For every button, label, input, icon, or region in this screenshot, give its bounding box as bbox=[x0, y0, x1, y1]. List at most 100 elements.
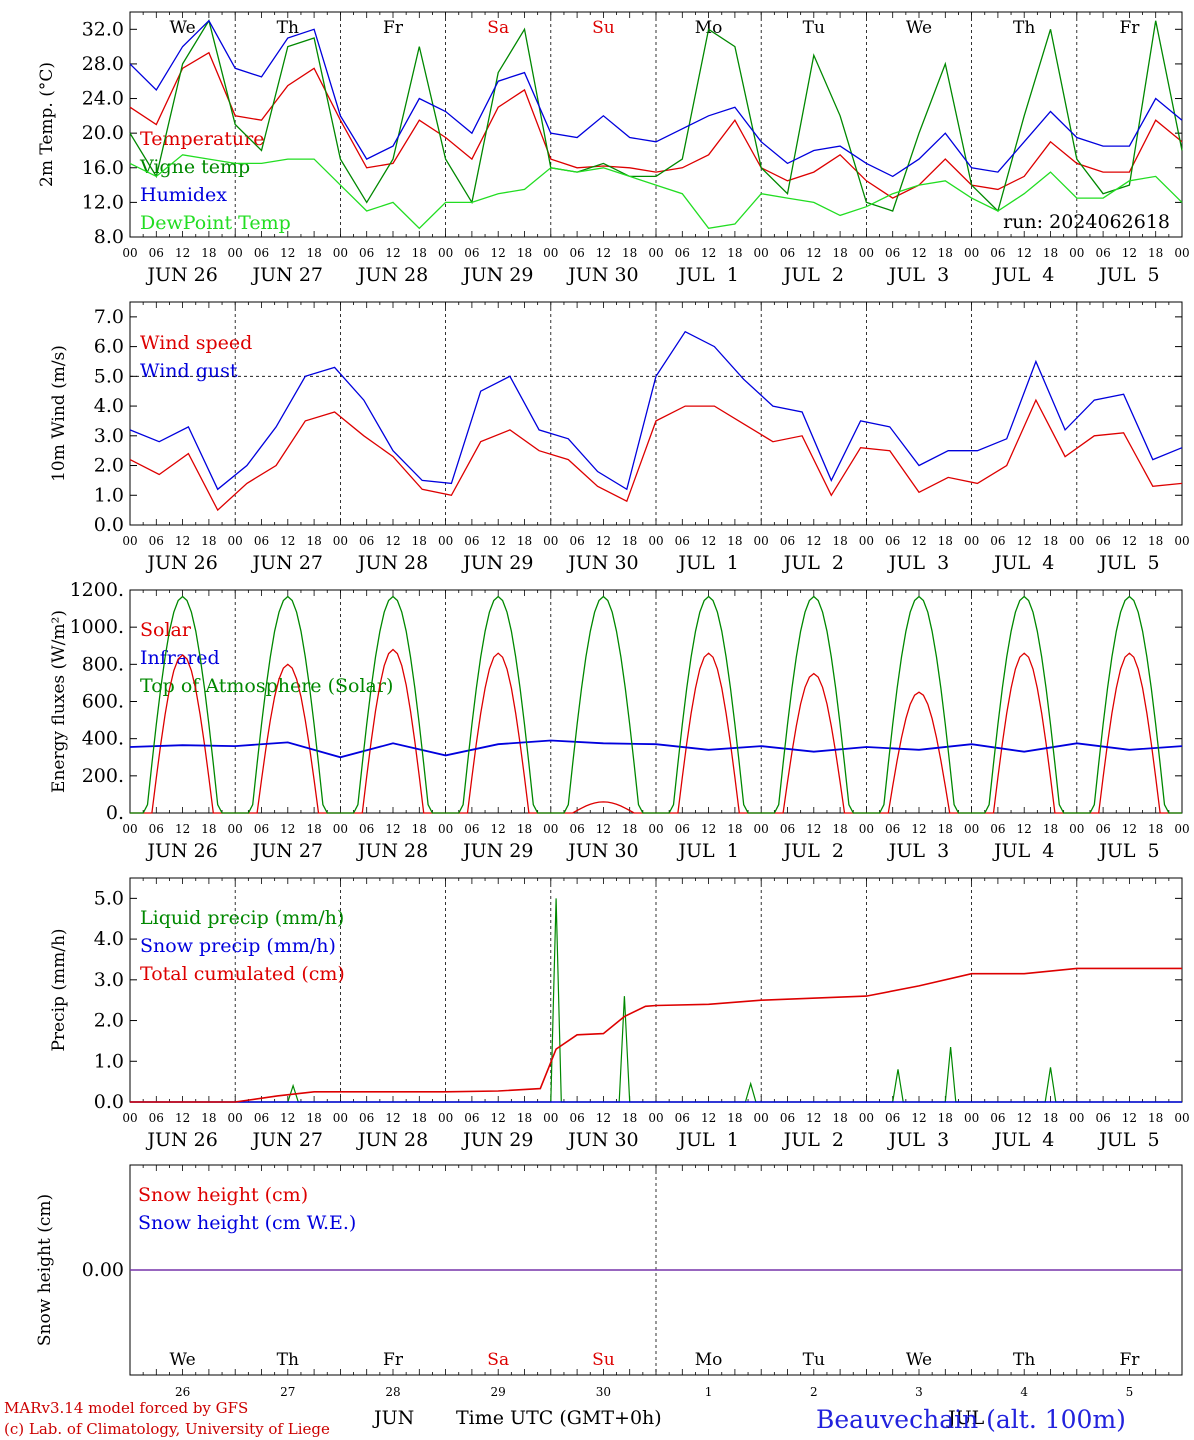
legend-entry: Wind speed bbox=[140, 332, 252, 354]
hour-tick-label: 00 bbox=[122, 822, 137, 836]
day-number-label: 5 bbox=[1126, 1385, 1134, 1399]
hour-tick-label: 18 bbox=[622, 822, 637, 836]
date-label: JUL 5 bbox=[1097, 1129, 1159, 1151]
hour-tick-label: 18 bbox=[412, 246, 427, 260]
date-label: JUN 28 bbox=[356, 840, 428, 862]
hour-tick-label: 12 bbox=[1017, 246, 1032, 260]
day-number-label: 26 bbox=[175, 1385, 190, 1399]
footer-month-jun: JUN bbox=[372, 1407, 414, 1429]
hour-tick-label: 18 bbox=[201, 246, 216, 260]
hour-tick-label: 12 bbox=[806, 246, 821, 260]
hour-tick-label: 06 bbox=[1095, 822, 1110, 836]
hour-tick-label: 06 bbox=[990, 1111, 1005, 1125]
hour-tick-label: 06 bbox=[149, 1111, 164, 1125]
hour-tick-label: 00 bbox=[754, 822, 769, 836]
date-label: JUN 30 bbox=[566, 840, 638, 862]
day-number-label: 27 bbox=[280, 1385, 295, 1399]
hour-tick-label: 06 bbox=[149, 534, 164, 548]
hour-tick-label: 12 bbox=[280, 534, 295, 548]
y-tick-label: 12.0 bbox=[82, 191, 124, 213]
hour-tick-label: 00 bbox=[754, 534, 769, 548]
hour-tick-label: 00 bbox=[228, 822, 243, 836]
hour-tick-label: 18 bbox=[1043, 1111, 1058, 1125]
hour-tick-label: 00 bbox=[1174, 246, 1189, 260]
y-tick-label: 24.0 bbox=[82, 88, 124, 110]
y-tick-label: 0.0 bbox=[94, 514, 124, 536]
hour-tick-label: 18 bbox=[201, 822, 216, 836]
hour-tick-label: 06 bbox=[675, 822, 690, 836]
weekday-label: Su bbox=[592, 18, 615, 38]
y-tick-label: 28.0 bbox=[82, 53, 124, 75]
hour-tick-label: 12 bbox=[175, 822, 190, 836]
weekday-label: Su bbox=[592, 1350, 615, 1370]
series-line bbox=[129, 398, 1183, 512]
day-number-label: 4 bbox=[1020, 1385, 1028, 1399]
hour-tick-label: 06 bbox=[254, 246, 269, 260]
date-label: JUN 26 bbox=[145, 1129, 217, 1151]
hour-tick-label: 06 bbox=[254, 534, 269, 548]
hour-tick-label: 12 bbox=[701, 246, 716, 260]
hour-tick-label: 00 bbox=[1174, 534, 1189, 548]
hour-tick-label: 18 bbox=[412, 822, 427, 836]
y-tick-label: 200. bbox=[82, 765, 124, 787]
hour-tick-label: 06 bbox=[464, 534, 479, 548]
weekday-label: We bbox=[906, 1350, 932, 1370]
date-label: JUL 5 bbox=[1097, 552, 1159, 574]
weekday-label: Fr bbox=[1119, 18, 1140, 38]
hour-tick-label: 12 bbox=[911, 1111, 926, 1125]
day-number-label: 29 bbox=[491, 1385, 506, 1399]
date-label: JUL 4 bbox=[992, 1129, 1054, 1151]
footer-month-jul: JUL bbox=[946, 1407, 985, 1429]
date-label: JUN 29 bbox=[461, 840, 533, 862]
hour-tick-label: 00 bbox=[438, 246, 453, 260]
footer-time-axis: Time UTC (GMT+0h) bbox=[456, 1407, 662, 1429]
hour-tick-label: 00 bbox=[1174, 1111, 1189, 1125]
weekday-label: We bbox=[170, 1350, 196, 1370]
hour-tick-label: 12 bbox=[175, 534, 190, 548]
hour-tick-label: 06 bbox=[990, 246, 1005, 260]
hour-tick-label: 12 bbox=[1017, 534, 1032, 548]
hour-tick-label: 18 bbox=[517, 246, 532, 260]
hour-tick-label: 06 bbox=[675, 246, 690, 260]
weekday-label: Tu bbox=[803, 18, 825, 38]
hour-tick-label: 12 bbox=[385, 534, 400, 548]
hour-tick-label: 00 bbox=[1069, 534, 1084, 548]
y-tick-label: 7.0 bbox=[94, 306, 124, 328]
hour-tick-label: 06 bbox=[254, 1111, 269, 1125]
weekday-label: Fr bbox=[383, 1350, 404, 1370]
date-label: JUL 3 bbox=[887, 264, 949, 286]
hour-tick-label: 12 bbox=[491, 534, 506, 548]
date-label: JUN 27 bbox=[251, 1129, 323, 1151]
hour-tick-label: 12 bbox=[175, 1111, 190, 1125]
hour-tick-label: 00 bbox=[964, 1111, 979, 1125]
series-line bbox=[130, 595, 1182, 814]
legend-entry: Snow precip (mm/h) bbox=[140, 935, 336, 957]
date-label: JUN 28 bbox=[356, 552, 428, 574]
hour-tick-label: 06 bbox=[675, 1111, 690, 1125]
hour-tick-label: 12 bbox=[701, 1111, 716, 1125]
legend-entry: Snow height (cm) bbox=[138, 1184, 308, 1206]
hour-tick-label: 18 bbox=[1148, 1111, 1163, 1125]
weekday-label: We bbox=[906, 18, 932, 38]
y-axis-label: Energy fluxes (W/m²) bbox=[49, 610, 69, 793]
date-label: JUL 4 bbox=[992, 264, 1054, 286]
footer-credit: (c) Lab. of Climatology, University of L… bbox=[4, 1420, 330, 1438]
hour-tick-label: 00 bbox=[648, 246, 663, 260]
hour-tick-label: 00 bbox=[859, 822, 874, 836]
date-label: JUL 5 bbox=[1097, 264, 1159, 286]
date-label: JUL 2 bbox=[782, 1129, 844, 1151]
legend-entry: DewPoint Temp bbox=[140, 212, 291, 234]
hour-tick-label: 06 bbox=[1095, 534, 1110, 548]
y-axis-label: Precip (mm/h) bbox=[49, 928, 69, 1051]
hour-tick-label: 12 bbox=[596, 534, 611, 548]
hour-tick-label: 00 bbox=[859, 1111, 874, 1125]
hour-tick-label: 18 bbox=[1148, 822, 1163, 836]
hour-tick-label: 18 bbox=[622, 1111, 637, 1125]
hour-tick-label: 06 bbox=[569, 822, 584, 836]
hour-tick-label: 06 bbox=[885, 822, 900, 836]
hour-tick-label: 00 bbox=[438, 534, 453, 548]
panel-5: 0.00 Snow height (cm) Snow height (cm) Snow… bbox=[35, 1164, 1183, 1399]
hour-tick-label: 18 bbox=[1043, 822, 1058, 836]
hour-tick-label: 18 bbox=[832, 1111, 847, 1125]
